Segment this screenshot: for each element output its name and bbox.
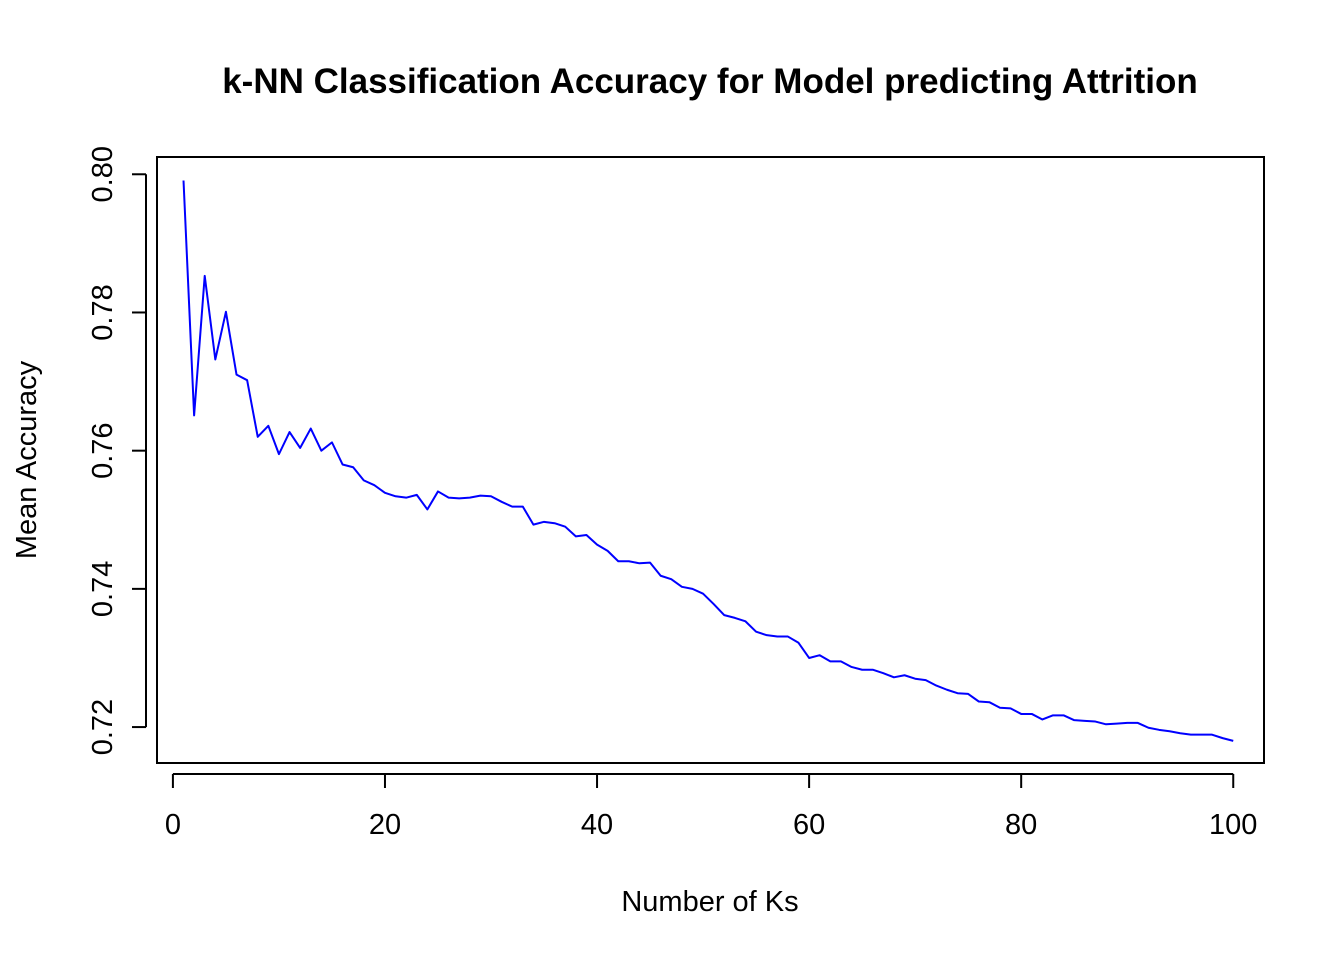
y-tick-label: 0.74	[87, 561, 119, 617]
x-tick-label: 40	[581, 809, 613, 841]
y-axis: 0.72 0.74 0.76 0.78 0.80	[87, 146, 147, 755]
series-layer	[182, 180, 1234, 742]
x-tick-label: 60	[793, 809, 825, 841]
x-tick-label: 0	[165, 809, 181, 841]
x-tick-label: 100	[1209, 809, 1257, 841]
y-tick-label: 0.72	[87, 699, 119, 755]
y-tick-label: 0.76	[87, 422, 119, 478]
x-axis: 0 20 40 60 80 100	[165, 773, 1257, 841]
y-tick-label: 0.78	[87, 284, 119, 340]
x-tick-label: 20	[369, 809, 401, 841]
chart-title: k-NN Classification Accuracy for Model p…	[222, 62, 1198, 101]
y-tick-label: 0.80	[87, 146, 119, 202]
series-line-0	[182, 180, 1234, 742]
x-tick-label: 80	[1005, 809, 1037, 841]
y-axis-label: Mean Accuracy	[11, 360, 43, 559]
x-axis-label: Number of Ks	[621, 886, 798, 918]
plot-frame	[156, 156, 1265, 764]
